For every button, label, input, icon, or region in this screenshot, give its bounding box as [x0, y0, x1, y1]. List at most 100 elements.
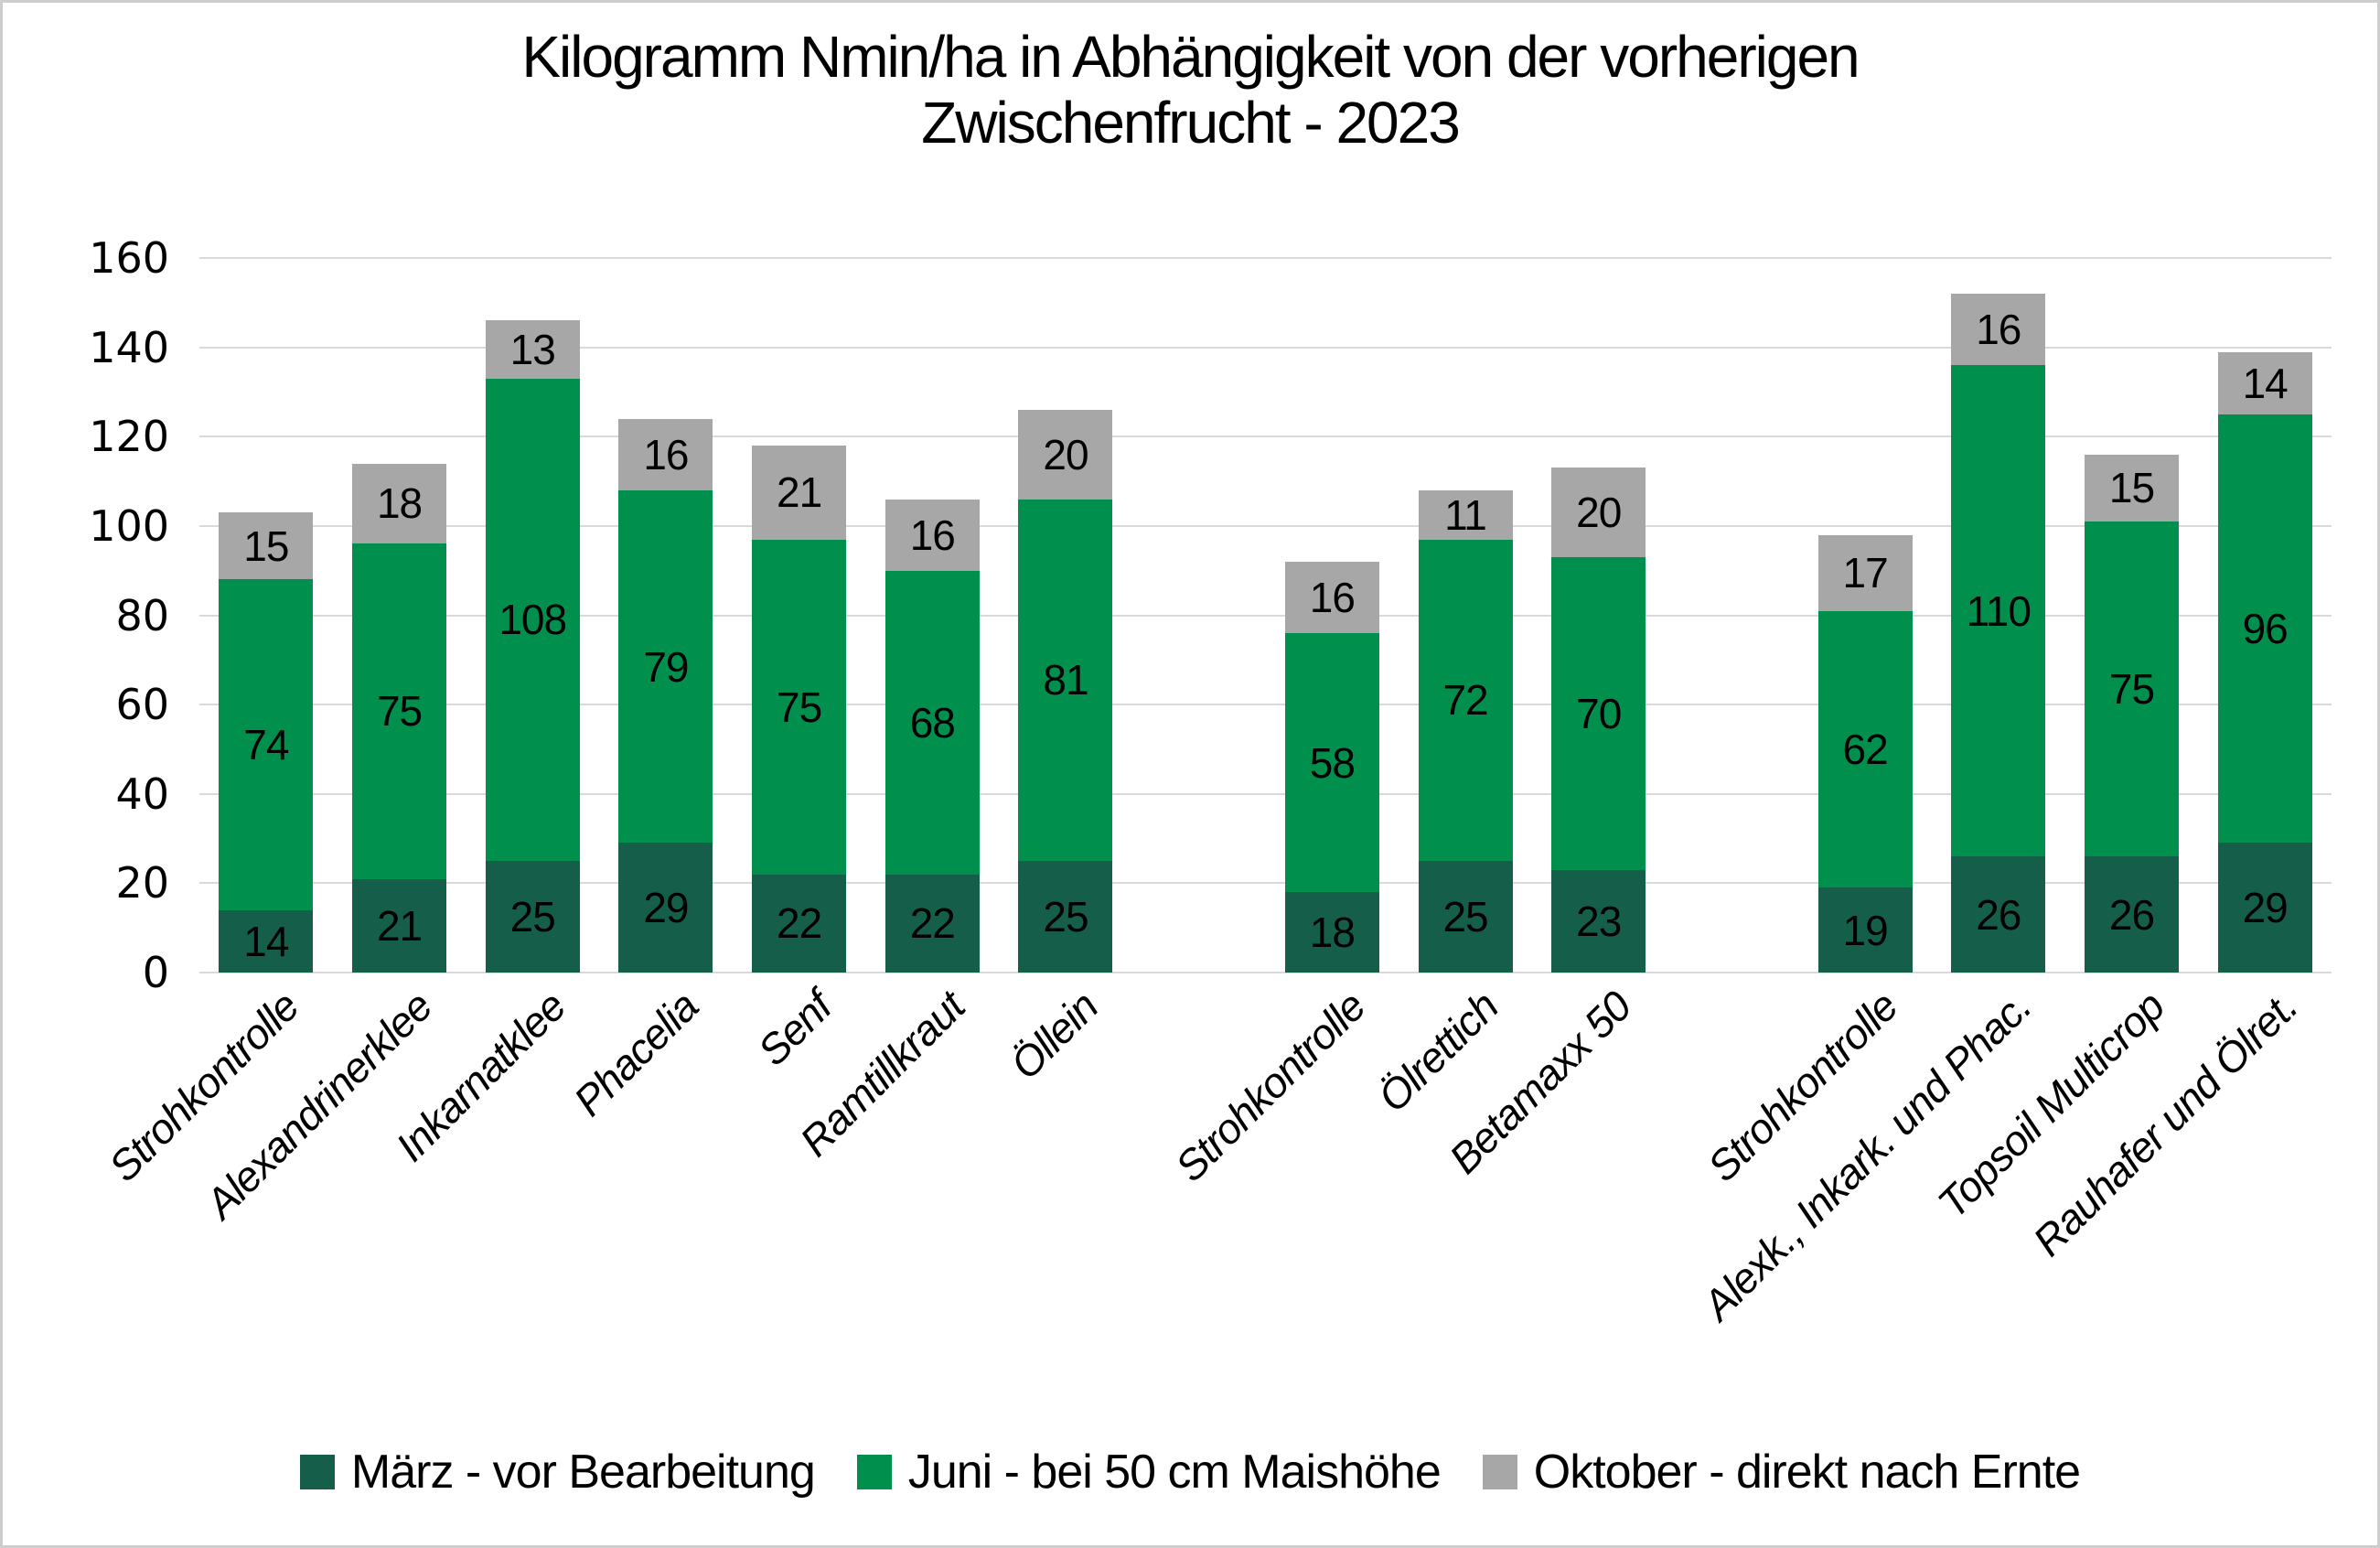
bar-segment-series3-Ramtillkraut: 16 [884, 499, 980, 571]
gridline-80 [199, 614, 2332, 617]
bar-value-label: 22 [777, 899, 822, 948]
legend: März - vor Bearbeitung Juni - bei 50 cm M… [3, 1445, 2377, 1500]
bar-segment-series1-Betamaxx 50: 23 [1551, 869, 1646, 973]
gridline-40 [199, 792, 2332, 795]
bar-segment-series2-Strohkontrolle: 62 [1817, 610, 1913, 888]
bar-segment-series1-Rauhafer und Ölret.: 29 [2217, 843, 2312, 973]
bar-value-label: 21 [777, 468, 822, 517]
bar-segment-series3-Strohkontrolle: 15 [219, 512, 314, 580]
bar-segment-series1-Inkarnatklee: 25 [485, 860, 580, 973]
gridline-20 [199, 882, 2332, 885]
gridline-140 [199, 346, 2332, 349]
bar-segment-series3-Strohkontrolle: 16 [1284, 561, 1379, 634]
bar-value-label: 70 [1576, 689, 1622, 737]
x-axis-label-5: Senf [748, 982, 842, 1075]
legend-label: Oktober - direkt nach Ernte [1533, 1446, 2081, 1499]
x-axis-label-2: Alexandrinerklee [196, 982, 442, 1228]
bar-value-label: 25 [509, 892, 556, 941]
bar-value-label: 72 [1442, 676, 1488, 725]
bar-segment-series1-Phacelia: 29 [618, 843, 713, 973]
chart-title: Kilogramm Nmin/ha in Abhängigkeit von de… [3, 24, 2377, 156]
bar-value-label: 18 [376, 479, 423, 528]
gridline-0 [199, 972, 2332, 973]
bar-value-label: 19 [1842, 906, 1889, 954]
y-tick-label-40: 40 [115, 769, 169, 819]
bar-value-label: 18 [1309, 908, 1356, 957]
bar-segment-series2-Alexandrinerklee: 75 [352, 543, 447, 879]
bar-segment-series3-Strohkontrolle: 17 [1817, 534, 1913, 611]
bar-segment-series2-Rauhafer und Ölret.: 96 [2217, 414, 2312, 844]
y-tick-label-60: 60 [115, 680, 169, 730]
bar-segment-series1-Ramtillkraut: 22 [884, 874, 980, 973]
x-axis-label-4: Phacelia [564, 982, 708, 1125]
bar-value-label: 14 [243, 917, 289, 965]
y-tick-label-80: 80 [115, 590, 169, 640]
bar-value-label: 58 [1309, 738, 1356, 787]
bar-value-label: 75 [777, 683, 822, 731]
bar-value-label: 79 [643, 642, 689, 691]
bar-segment-series1-Öllein: 25 [1018, 860, 1113, 973]
legend-label: März - vor Bearbeitung [350, 1446, 816, 1499]
y-tick-label-100: 100 [89, 500, 169, 551]
bar-value-label: 14 [2242, 359, 2289, 407]
chart-title-line-2: Zwischenfrucht - 2023 [921, 89, 1461, 156]
y-tick-label-20: 20 [115, 858, 169, 908]
bar-segment-series3-Senf: 21 [752, 446, 847, 540]
bar-value-label: 81 [1043, 656, 1088, 704]
y-tick-label-160: 160 [89, 233, 169, 283]
bar-value-label: 75 [376, 687, 423, 736]
bar-value-label: 20 [1576, 489, 1622, 537]
bar-segment-series3-Betamaxx 50: 20 [1551, 468, 1646, 558]
legend-item-2: Juni - bei 50 cm Maishöhe [856, 1445, 1442, 1500]
bar-value-label: 25 [1043, 892, 1088, 941]
bar-value-label: 20 [1043, 430, 1088, 478]
bar-segment-series2-Phacelia: 79 [618, 489, 713, 844]
bar-segment-series1-Topsoil Multicrop: 26 [2084, 856, 2179, 973]
gridline-120 [199, 435, 2332, 438]
bar-value-label: 16 [1309, 573, 1356, 621]
bar-value-label: 22 [909, 899, 956, 948]
bar-segment-series1-Strohkontrolle: 18 [1284, 892, 1379, 973]
bar-segment-series1-Strohkontrolle: 14 [219, 909, 314, 973]
bar-segment-series2-Strohkontrolle: 58 [1284, 633, 1379, 893]
gridline-160 [199, 257, 2332, 259]
bar-value-label: 25 [1442, 892, 1488, 941]
bar-segment-series2-Senf: 75 [752, 539, 847, 875]
bar-segment-series3-Rauhafer und Ölret.: 14 [2217, 351, 2312, 414]
bar-value-label: 17 [1842, 549, 1889, 597]
bar-value-label: 74 [243, 721, 289, 769]
bar-value-label: 108 [499, 596, 567, 644]
bar-segment-series1-Senf: 22 [752, 874, 847, 973]
bar-segment-series2-Alexk., Inkark. und Phac.: 110 [1951, 365, 2046, 857]
bar-value-label: 96 [2242, 605, 2289, 653]
bar-value-label: 62 [1842, 725, 1889, 773]
bar-value-label: 26 [2108, 890, 2155, 939]
bar-value-label: 26 [1976, 890, 2021, 939]
bar-value-label: 29 [2242, 884, 2289, 932]
bar-value-label: 21 [376, 901, 423, 950]
bar-value-label: 68 [909, 698, 956, 747]
bar-value-label: 75 [2108, 665, 2155, 714]
bar-value-label: 15 [243, 521, 289, 570]
bar-segment-series1-Alexandrinerklee: 21 [352, 878, 447, 973]
bar-value-label: 23 [1576, 897, 1622, 945]
x-axis-label-8: Strohkontrolle [1165, 982, 1374, 1191]
bar-segment-series2-Ramtillkraut: 68 [884, 570, 980, 875]
legend-swatch-icon [856, 1455, 892, 1489]
bar-segment-series2-Ölrettich: 72 [1418, 539, 1513, 861]
y-tick-label-120: 120 [89, 412, 169, 462]
x-axis-label-7: Öllein [1001, 982, 1108, 1089]
legend-item-3: Oktober - direkt nach Ernte [1482, 1445, 2081, 1500]
bar-value-label: 110 [1966, 586, 2032, 635]
bar-segment-series2-Topsoil Multicrop: 75 [2084, 521, 2179, 857]
bar-segment-series2-Strohkontrolle: 74 [219, 579, 314, 910]
bar-segment-series3-Alexandrinerklee: 18 [352, 463, 447, 544]
bar-value-label: 16 [1976, 306, 2021, 354]
x-axis-label-13: Topsoil Multicrop [1928, 982, 2173, 1228]
gridline-100 [199, 524, 2332, 527]
bar-segment-series2-Öllein: 81 [1018, 499, 1113, 861]
bar-segment-series1-Strohkontrolle: 19 [1817, 887, 1913, 973]
bar-segment-series3-Öllein: 20 [1018, 409, 1113, 500]
bar-segment-series3-Inkarnatklee: 13 [485, 320, 580, 379]
